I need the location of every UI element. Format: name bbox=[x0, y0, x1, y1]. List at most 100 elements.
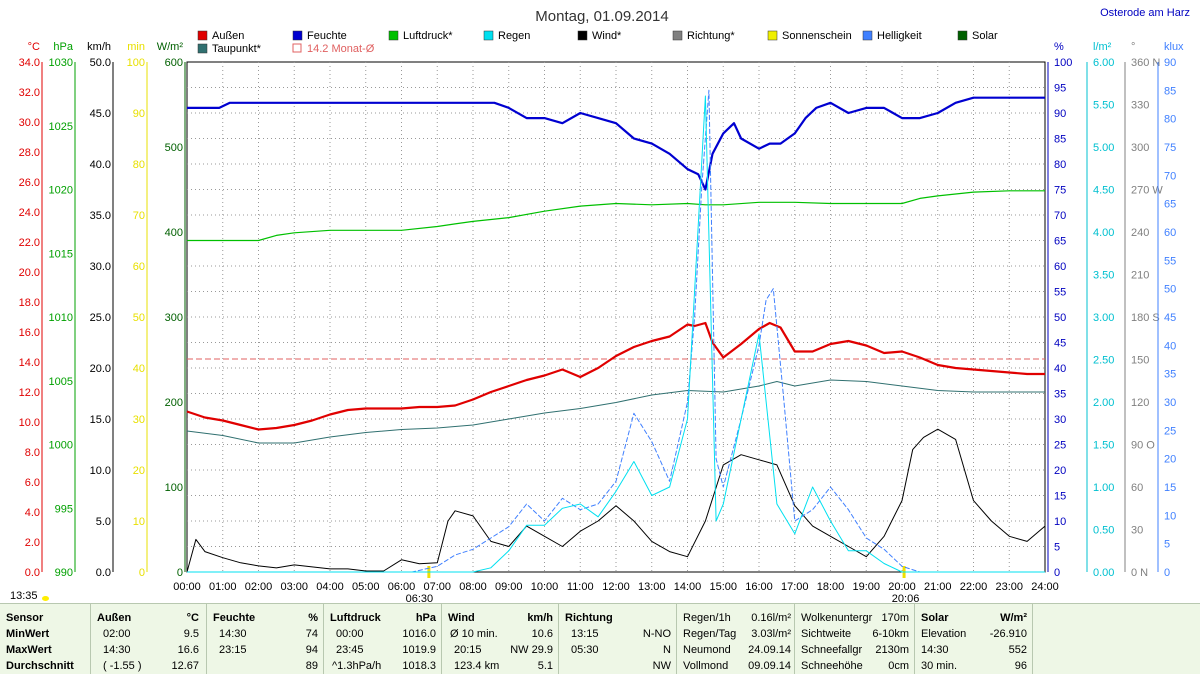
pressure-tick-label: 1010 bbox=[49, 312, 73, 324]
time-tick-label: 09:00 bbox=[495, 581, 523, 593]
humidity-tick-label: 50 bbox=[1054, 312, 1066, 324]
wind-axis-unit: km/h bbox=[87, 41, 111, 53]
pressure-tick-label: 1020 bbox=[49, 185, 73, 197]
pressure-tick-label: 1015 bbox=[49, 248, 73, 260]
footer-schneefall-label: Schneefallgr bbox=[801, 644, 863, 656]
time-tick-label: 07:00 bbox=[423, 581, 451, 593]
humidity-tick-label: 10 bbox=[1054, 516, 1066, 528]
rain-tick-label: 6.00 bbox=[1093, 57, 1114, 69]
legend-label: Luftdruck* bbox=[403, 30, 453, 42]
time-tick-label: 24:00 bbox=[1031, 581, 1059, 593]
footer-aussen-value: 12.67 bbox=[171, 660, 199, 672]
legend-swatch bbox=[197, 30, 208, 41]
time-tick-label: 17:00 bbox=[781, 581, 809, 593]
direction-tick-label: 90 O bbox=[1131, 440, 1155, 452]
time-tick-label: 20:00 bbox=[888, 581, 916, 593]
footer-luftdruck-value: 1018.3 bbox=[402, 660, 436, 672]
legend-swatch bbox=[388, 30, 399, 41]
legend-swatch bbox=[767, 30, 778, 41]
footer-wind-value: NW 29.9 bbox=[510, 644, 553, 656]
footer-solar-col: Solar W/m² Elevation 14:30 30 min. -26.9… bbox=[914, 604, 1033, 674]
footer-solar-time: 14:30 bbox=[921, 644, 949, 656]
legend-swatch bbox=[292, 43, 302, 53]
footer-feuchte-header: Feuchte bbox=[213, 612, 256, 624]
lux-tick-label: 45 bbox=[1164, 312, 1176, 324]
footer-aussen-time: ( -1.55 ) bbox=[103, 660, 142, 672]
wind-tick-label: 45.0 bbox=[90, 108, 111, 120]
humidity-tick-label: 100 bbox=[1054, 57, 1072, 69]
weather-chart: Montag, 01.09.2014 Osterode am Harz Auße… bbox=[19, 7, 1190, 603]
footer-richtung-value: N-NO bbox=[642, 628, 671, 640]
pressure-tick-label: 1005 bbox=[49, 376, 73, 388]
pressure-tick-label: 995 bbox=[55, 503, 73, 515]
footer-solar-unit: W/m² bbox=[1000, 612, 1027, 624]
rain-tick-label: 1.00 bbox=[1093, 482, 1114, 494]
footer-vollmond-label: Vollmond bbox=[683, 660, 729, 672]
footer-wind-time: Ø 10 min. bbox=[450, 628, 498, 640]
footer-wind-col: Wind km/h Ø 10 min. 20:15 123.4 km 10.6 … bbox=[441, 604, 559, 674]
footer-regen-value: 0.16l/m² bbox=[751, 612, 791, 624]
sun-icon bbox=[42, 596, 49, 601]
legend-swatch bbox=[672, 30, 683, 41]
footer-wind-unit: km/h bbox=[527, 612, 553, 624]
humidity-tick-label: 35 bbox=[1054, 389, 1066, 401]
footer-luftdruck-trend: ^1.3hPa/h bbox=[332, 660, 382, 672]
footer-aussen-time: 02:00 bbox=[103, 628, 131, 640]
solar-tick-label: 600 bbox=[165, 57, 183, 69]
footer-solar-time: Elevation bbox=[921, 628, 967, 640]
footer-richtung-col: Richtung 13:15 05:30 N-NO N NW bbox=[558, 604, 677, 674]
legend-label: Außen bbox=[212, 30, 244, 42]
minutes-tick-label: 10 bbox=[133, 516, 145, 528]
lux-tick-label: 15 bbox=[1164, 482, 1176, 494]
statistics-footer: Sensor MinWert MaxWert Durchschnitt Auße… bbox=[0, 603, 1200, 674]
solar-axis-unit: W/m² bbox=[157, 41, 184, 53]
footer-schneehoehe-value: 0cm bbox=[888, 660, 909, 672]
minutes-tick-label: 100 bbox=[127, 57, 145, 69]
time-tick-label: 05:00 bbox=[352, 581, 380, 593]
temp-tick-label: 12.0 bbox=[19, 387, 40, 399]
solar-tick-label: 0 bbox=[177, 567, 183, 579]
lux-tick-label: 35 bbox=[1164, 369, 1176, 381]
footer-vollmond-value: 09.09.14 bbox=[748, 660, 791, 672]
time-tick-label: 19:00 bbox=[852, 581, 880, 593]
series-feuchte bbox=[187, 96, 1045, 191]
location-label: Osterode am Harz bbox=[1100, 7, 1190, 19]
footer-feuchte-col: Feuchte % 14:30 23:15 74 94 89 bbox=[206, 604, 324, 674]
time-tick-label: 22:00 bbox=[960, 581, 988, 593]
wind-tick-label: 0.0 bbox=[96, 567, 111, 579]
series-wind bbox=[186, 428, 1046, 573]
humidity-tick-label: 80 bbox=[1054, 159, 1066, 171]
footer-schneefall-value: 2130m bbox=[875, 644, 909, 656]
legend-label: Feuchte bbox=[307, 30, 347, 42]
legend-label: 14.2 Monat-Ø bbox=[307, 43, 375, 55]
legend-label: Helligkeit bbox=[877, 30, 922, 42]
minutes-tick-label: 80 bbox=[133, 159, 145, 171]
lux-tick-label: 85 bbox=[1164, 85, 1176, 97]
temp-tick-label: 0.0 bbox=[25, 567, 40, 579]
footer-wind-value: 10.6 bbox=[531, 628, 553, 640]
humidity-tick-label: 15 bbox=[1054, 491, 1066, 503]
footer-solar-value: -26.910 bbox=[989, 628, 1027, 640]
lux-tick-label: 25 bbox=[1164, 425, 1176, 437]
footer-regen-label: Regen/1h bbox=[683, 612, 731, 624]
footer-row-max: MaxWert bbox=[6, 644, 52, 656]
time-tick-label: 21:00 bbox=[924, 581, 952, 593]
humidity-tick-label: 70 bbox=[1054, 210, 1066, 222]
wind-tick-label: 25.0 bbox=[90, 312, 111, 324]
plot-area bbox=[186, 89, 1046, 573]
direction-tick-label: 210 bbox=[1131, 270, 1149, 282]
rain-tick-label: 5.50 bbox=[1093, 100, 1114, 112]
wind-tick-label: 50.0 bbox=[90, 57, 111, 69]
direction-tick-label: 30 bbox=[1131, 525, 1143, 537]
direction-tick-label: 120 bbox=[1131, 397, 1149, 409]
footer-row-avg: Durchschnitt bbox=[6, 660, 74, 672]
footer-richtung-value: N bbox=[663, 644, 671, 656]
footer-wind-time: 20:15 bbox=[454, 644, 482, 656]
time-tick-label: 00:00 bbox=[173, 581, 201, 593]
time-tick-label: 02:00 bbox=[245, 581, 273, 593]
humidity-tick-label: 55 bbox=[1054, 287, 1066, 299]
time-tick-label: 18:00 bbox=[817, 581, 845, 593]
rain-axis-unit: l/m² bbox=[1093, 41, 1112, 53]
wind-tick-label: 20.0 bbox=[90, 363, 111, 375]
lux-tick-label: 30 bbox=[1164, 397, 1176, 409]
